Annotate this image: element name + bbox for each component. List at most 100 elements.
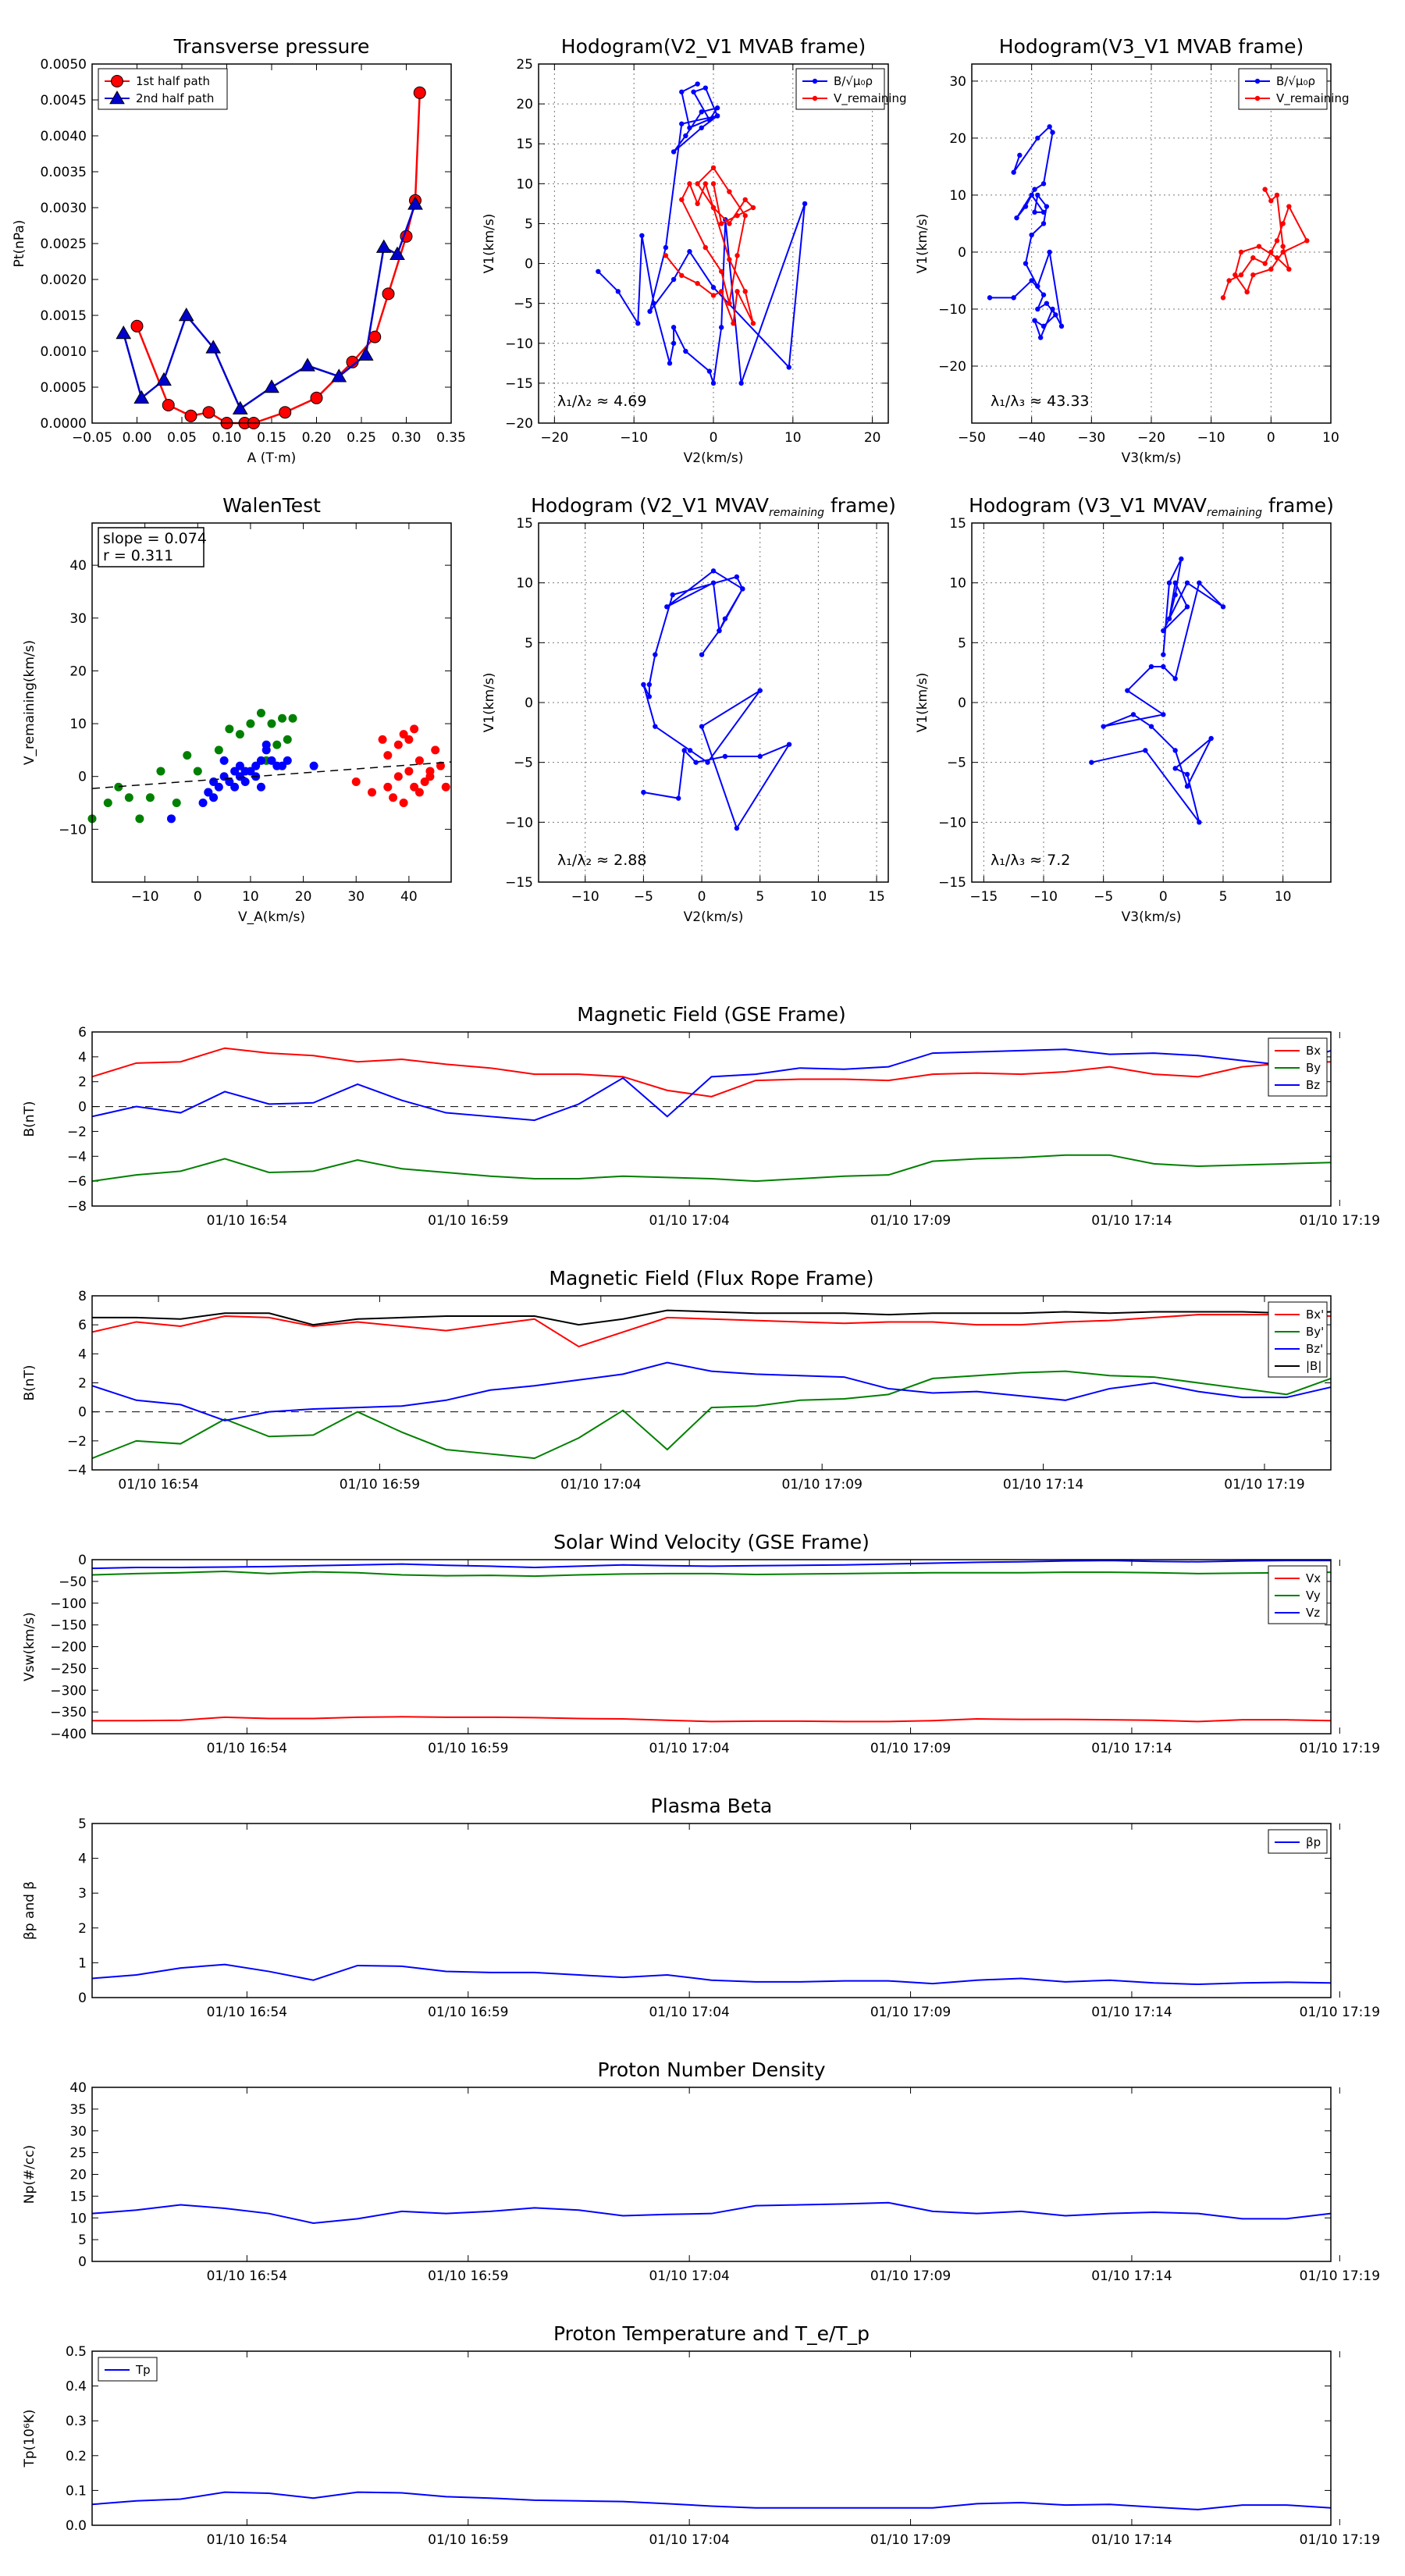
x-tick-label: 01/10 16:54 — [207, 2268, 287, 2284]
x-axis-label: V3(km/s) — [1122, 909, 1182, 925]
y-tick-label: −150 — [50, 1618, 87, 1634]
x-axis-label: V2(km/s) — [684, 450, 744, 466]
y-tick-label: −100 — [50, 1596, 87, 1612]
x-tick-label: 0 — [194, 889, 202, 905]
data-point — [399, 730, 408, 739]
data-point — [717, 628, 722, 634]
x-tick-label: 0.00 — [123, 430, 152, 446]
data-point — [1197, 820, 1202, 825]
y-tick-label: −50 — [59, 1574, 87, 1590]
series-line-Bz' — [91, 1361, 1332, 1421]
y-tick-label: −10 — [938, 815, 966, 831]
y-tick-label: 10 — [69, 717, 87, 732]
data-point — [1274, 192, 1280, 198]
y-tick-label: −350 — [50, 1705, 87, 1720]
legend-label: Tp — [135, 2363, 151, 2377]
y-tick-label: 10 — [516, 576, 533, 592]
data-point — [1014, 215, 1019, 221]
data-point — [414, 756, 424, 765]
y-tick-label: −4 — [67, 1463, 87, 1478]
chart-title: Magnetic Field (GSE Frame) — [577, 1003, 845, 1026]
y-tick-label: −2 — [67, 1434, 87, 1450]
data-point — [679, 272, 685, 279]
y-axis-label: V1(km/s) — [915, 214, 930, 274]
data-point — [172, 799, 181, 808]
plot-frame — [91, 2087, 1332, 2262]
chart-title: Hodogram (V3_V1 MVAVremaining frame) — [969, 494, 1334, 519]
eigen-ratio-annotation: λ₁/λ₂ ≈ 4.69 — [557, 393, 646, 410]
data-point — [681, 748, 687, 753]
series-line-By — [91, 1154, 1332, 1183]
legend-label: V_remaining — [1276, 91, 1350, 106]
y-tick-label: −10 — [59, 822, 87, 838]
x-tick-label: 01/10 17:04 — [649, 2532, 729, 2548]
data-point — [272, 740, 282, 749]
data-point — [1011, 295, 1016, 301]
data-point — [710, 181, 717, 187]
y-tick-label: 15 — [69, 2189, 87, 2204]
x-tick-label: 01/10 16:54 — [207, 2532, 287, 2548]
series-line-|B| — [92, 1309, 1332, 1326]
data-point — [109, 90, 125, 105]
data-point — [205, 340, 222, 354]
x-tick-label: 01/10 17:19 — [1300, 2268, 1380, 2284]
data-point — [742, 197, 748, 202]
data-point — [393, 740, 403, 749]
data-point — [383, 782, 393, 792]
data-point — [646, 694, 653, 699]
data-point — [183, 751, 192, 760]
data-point — [1130, 712, 1136, 717]
legend-label: V_remaining — [834, 91, 907, 106]
data-point — [278, 761, 287, 770]
x-tick-label: 0.25 — [347, 430, 376, 446]
x-tick-label: 0.10 — [212, 430, 242, 446]
legend-label: Vx — [1306, 1571, 1321, 1585]
x-tick-label: 01/10 17:19 — [1300, 2005, 1380, 2020]
data-point — [1143, 748, 1148, 753]
data-point — [679, 121, 685, 126]
plot-frame — [91, 522, 452, 883]
data-point — [1040, 209, 1047, 215]
y-tick-label: 0.0 — [66, 2518, 87, 2534]
x-tick-label: 10 — [242, 889, 259, 905]
data-point — [1244, 289, 1250, 295]
data-point — [683, 133, 688, 139]
x-tick-label: 01/10 17:14 — [1091, 2005, 1172, 2020]
chart-title: Proton Temperature and T_e/T_p — [553, 2322, 870, 2345]
r-text: r = 0.311 — [103, 547, 173, 564]
data-point — [230, 767, 240, 776]
data-point — [1184, 784, 1190, 789]
data-point — [812, 78, 818, 84]
y-tick-label: −20 — [505, 416, 533, 432]
data-point — [214, 745, 223, 755]
data-point — [714, 105, 720, 111]
data-point — [288, 713, 297, 723]
x-tick-label: 10 — [1275, 889, 1292, 905]
data-point — [431, 745, 440, 755]
data-point — [1040, 323, 1047, 329]
data-point — [389, 246, 405, 261]
data-point — [691, 89, 696, 94]
data-point — [1184, 771, 1190, 777]
data-point — [1280, 221, 1286, 226]
data-point — [710, 285, 717, 290]
data-point — [261, 740, 271, 749]
x-tick-label: −20 — [1137, 430, 1165, 446]
data-point — [393, 772, 403, 781]
plot-frame — [91, 1823, 1332, 1998]
data-point — [1268, 249, 1274, 255]
y-axis-label: V1(km/s) — [482, 673, 497, 733]
data-point — [1220, 604, 1226, 610]
data-point — [310, 391, 323, 404]
y-axis-label: Vsw(km/s) — [22, 1612, 37, 1681]
series-line-Bx — [91, 1047, 1332, 1098]
data-point — [178, 307, 194, 322]
data-point — [375, 239, 392, 253]
plot-frame — [538, 63, 889, 424]
data-point — [235, 772, 244, 781]
x-tick-label: −20 — [540, 430, 568, 446]
y-axis-label: βp and β — [22, 1881, 37, 1940]
x-tick-label: 0.35 — [436, 430, 466, 446]
